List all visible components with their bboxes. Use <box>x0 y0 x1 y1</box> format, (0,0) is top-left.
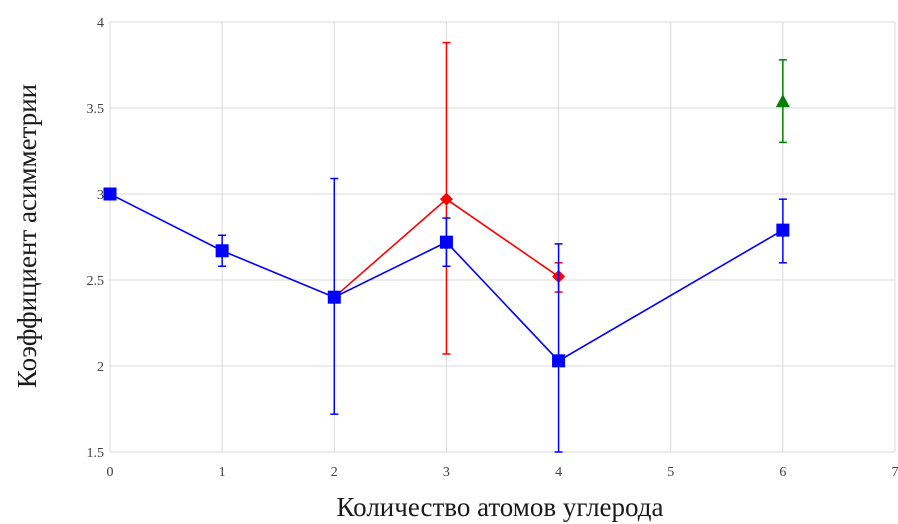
x-tick-label: 5 <box>667 465 674 480</box>
data-point-square <box>439 235 453 249</box>
x-tick-label: 6 <box>779 465 786 480</box>
y-tick-label: 1.5 <box>87 446 105 461</box>
data-point-square <box>776 223 790 237</box>
data-point-square <box>552 354 566 368</box>
data-point-square <box>327 290 341 304</box>
y-tick-label: 4 <box>97 16 104 31</box>
y-tick-label: 2.5 <box>87 274 105 289</box>
series-line <box>109 193 784 362</box>
y-axis-title: Коэффициент асимметрии <box>12 84 42 388</box>
y-tick-label: 2 <box>97 360 104 375</box>
x-tick-label: 4 <box>555 465 562 480</box>
x-tick-label: 7 <box>892 465 898 480</box>
data-point-square <box>215 244 229 258</box>
data-point-square <box>103 187 117 201</box>
y-tick-label: 3 <box>97 188 104 203</box>
data-point-diamond <box>439 192 453 206</box>
data-point-triangle <box>775 94 790 108</box>
tick-labels: 1.5 2 2.5 3 3.5 4 0 1 2 3 4 5 6 7 <box>87 16 898 480</box>
y-tick-label: 3.5 <box>87 102 105 117</box>
series-1 <box>103 177 790 453</box>
x-tick-label: 2 <box>331 465 338 480</box>
x-axis-title: Количество атомов углерода <box>337 492 664 522</box>
x-tick-label: 1 <box>219 465 226 480</box>
series-0 <box>327 41 566 355</box>
x-tick-label: 0 <box>107 465 114 480</box>
data-series <box>103 41 790 453</box>
x-tick-label: 3 <box>443 465 450 480</box>
series-2 <box>775 59 790 144</box>
